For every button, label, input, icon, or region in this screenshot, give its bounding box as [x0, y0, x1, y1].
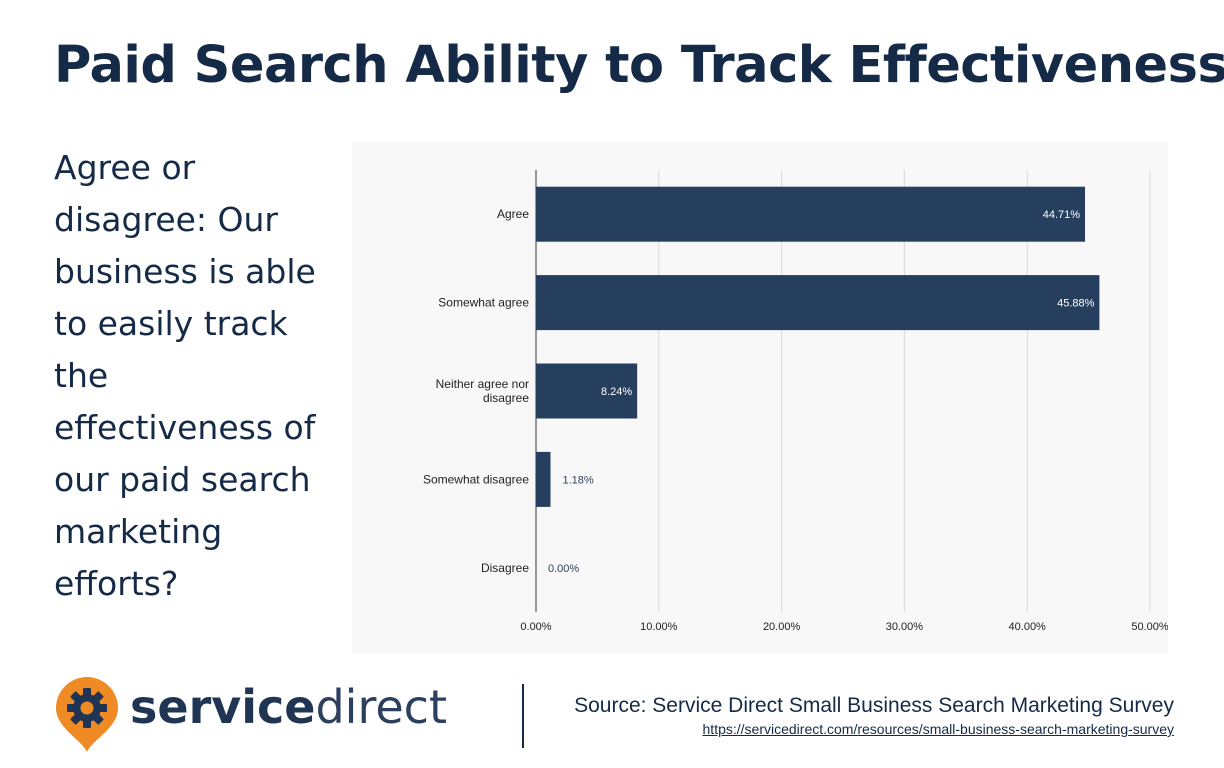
- page-title: Paid Search Ability to Track Effectivene…: [54, 36, 1224, 95]
- category-label: Agree: [497, 207, 529, 221]
- chart-canvas: 0.00% 10.00% 20.00% 30.00% 40.00% 50.00% Agree…: [423, 170, 1168, 633]
- gear-pin-icon: [56, 677, 118, 752]
- data-label: 45.88%: [1057, 298, 1095, 310]
- service-direct-logo: servicedirect: [52, 676, 472, 756]
- brand-wordmark: servicedirect: [130, 680, 447, 734]
- category-label: Neither agree nor: [436, 377, 529, 391]
- brand-name-light: direct: [315, 680, 447, 734]
- bar: [536, 186, 1086, 242]
- bar: [536, 275, 1100, 331]
- survey-question: Agree or disagree: Our business is able …: [54, 148, 316, 603]
- data-label: 8.24%: [601, 386, 632, 398]
- category-label: Somewhat disagree: [423, 472, 529, 486]
- x-tick-label: 30.00%: [886, 621, 924, 633]
- x-tick-label: 50.00%: [1131, 621, 1168, 633]
- x-tick-label: 40.00%: [1009, 621, 1047, 633]
- x-tick-label: 20.00%: [763, 621, 801, 633]
- category-label: disagree: [483, 391, 529, 405]
- category-label: Disagree: [481, 561, 529, 575]
- bar: [536, 451, 551, 507]
- data-label: 44.71%: [1043, 209, 1081, 221]
- data-label: 1.18%: [562, 474, 593, 486]
- data-label: 0.00%: [548, 563, 579, 575]
- x-tick-label: 10.00%: [640, 621, 678, 633]
- source-text: Source: Service Direct Small Business Se…: [574, 694, 1174, 717]
- footer-divider: [522, 684, 524, 748]
- source-link[interactable]: https://servicedirect.com/resources/smal…: [702, 721, 1174, 737]
- bar-chart: 0.00% 10.00% 20.00% 30.00% 40.00% 50.00% Agree…: [352, 142, 1168, 654]
- brand-name-bold: service: [130, 680, 316, 734]
- category-label: Somewhat agree: [438, 296, 529, 310]
- x-tick-label: 0.00%: [520, 621, 551, 633]
- source-block: Source: Service Direct Small Business Se…: [574, 694, 1174, 737]
- bar: [536, 363, 638, 419]
